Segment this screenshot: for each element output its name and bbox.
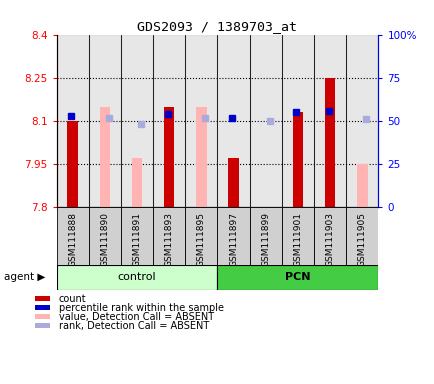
Bar <box>313 207 345 265</box>
Bar <box>153 207 185 265</box>
Bar <box>153 35 185 207</box>
Bar <box>217 207 249 265</box>
Text: count: count <box>59 294 86 304</box>
Bar <box>185 35 217 207</box>
Text: agent ▶: agent ▶ <box>4 272 46 283</box>
Text: GSM111888: GSM111888 <box>68 212 77 267</box>
Bar <box>249 207 281 265</box>
Bar <box>89 207 121 265</box>
Bar <box>99 107 110 207</box>
Bar <box>217 35 249 207</box>
Text: percentile rank within the sample: percentile rank within the sample <box>59 303 224 313</box>
Bar <box>185 207 217 265</box>
Bar <box>345 207 378 265</box>
Text: GSM111905: GSM111905 <box>357 212 366 267</box>
Text: value, Detection Call = ABSENT: value, Detection Call = ABSENT <box>59 312 214 322</box>
Bar <box>56 207 89 265</box>
Text: GSM111893: GSM111893 <box>164 212 173 267</box>
Text: GSM111891: GSM111891 <box>132 212 141 267</box>
Text: GSM111899: GSM111899 <box>261 212 270 267</box>
Bar <box>164 107 174 207</box>
Bar <box>67 121 78 207</box>
Bar <box>35 323 50 328</box>
Bar <box>89 35 121 207</box>
Bar <box>196 107 206 207</box>
Bar <box>121 207 153 265</box>
Bar <box>56 35 89 207</box>
Bar <box>35 305 50 310</box>
Title: GDS2093 / 1389703_at: GDS2093 / 1389703_at <box>137 20 297 33</box>
Text: control: control <box>118 272 156 283</box>
Bar <box>356 164 367 207</box>
Bar <box>281 35 313 207</box>
Bar <box>249 35 281 207</box>
Bar <box>56 265 217 290</box>
Text: PCN: PCN <box>285 272 310 283</box>
Bar <box>132 159 142 207</box>
Bar <box>217 265 378 290</box>
Text: GSM111897: GSM111897 <box>229 212 237 267</box>
Bar <box>228 159 238 207</box>
Bar <box>35 296 50 301</box>
Bar <box>324 78 335 207</box>
Text: rank, Detection Call = ABSENT: rank, Detection Call = ABSENT <box>59 321 209 331</box>
Bar <box>313 35 345 207</box>
Bar <box>345 35 378 207</box>
Text: GSM111895: GSM111895 <box>197 212 205 267</box>
Bar <box>281 207 313 265</box>
Bar <box>292 112 302 207</box>
Bar <box>35 314 50 319</box>
Bar <box>121 35 153 207</box>
Text: GSM111903: GSM111903 <box>325 212 334 267</box>
Text: GSM111901: GSM111901 <box>293 212 302 267</box>
Text: GSM111890: GSM111890 <box>100 212 109 267</box>
